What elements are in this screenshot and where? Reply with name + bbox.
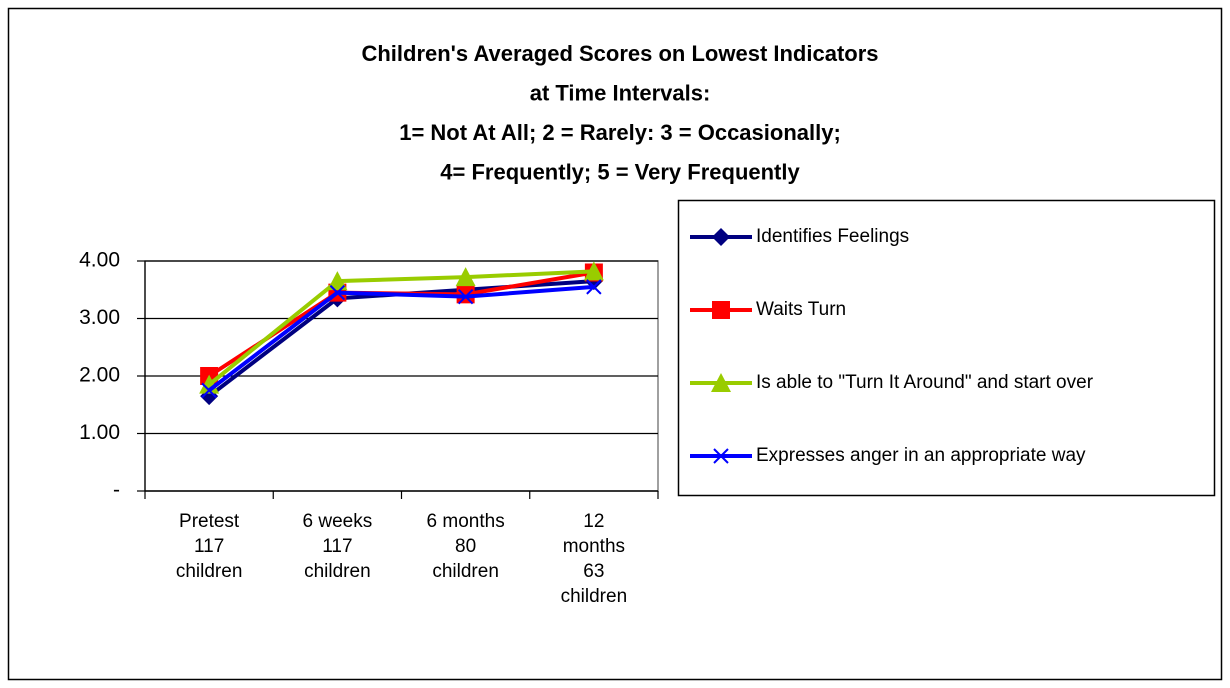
- x-tick-label: 117: [194, 536, 224, 557]
- x-tick-label: children: [561, 586, 628, 607]
- marker: [455, 267, 476, 287]
- x-tick-label: 6 weeks: [303, 511, 373, 532]
- x-tick-label: 12: [583, 511, 604, 532]
- legend-label: Is able to "Turn It Around" and start ov…: [756, 372, 1094, 393]
- marker: [583, 261, 604, 281]
- series-line: [207, 284, 595, 392]
- legend-marker: [713, 448, 729, 464]
- marker: [327, 271, 348, 291]
- series-line: [207, 269, 594, 387]
- legend-label: Identifies Feelings: [756, 226, 909, 247]
- x-tick-label: children: [432, 561, 499, 582]
- chart-title: at Time Intervals:: [530, 80, 711, 105]
- x-tick-label: 80: [455, 536, 476, 557]
- x-tick-label: children: [304, 561, 371, 582]
- marker: [457, 288, 474, 305]
- x-tick-label: children: [176, 561, 243, 582]
- marker: [329, 284, 346, 301]
- legend-marker: [711, 373, 731, 392]
- x-tick-label: 117: [322, 536, 352, 557]
- y-tick-label: 4.00: [79, 249, 120, 272]
- y-tick-label: 3.00: [79, 306, 120, 329]
- legend-box: [677, 199, 1216, 497]
- y-tick-label: -: [113, 479, 120, 502]
- chart-title: 1= Not At All; 2 = Rarely: 3 = Occasiona…: [399, 120, 841, 145]
- chart-title: 4= Frequently; 5 = Very Frequently: [440, 159, 800, 184]
- marker: [586, 279, 602, 295]
- legend-label: Expresses anger in an appropriate way: [756, 445, 1086, 466]
- chart-title: Children's Averaged Scores on Lowest Ind…: [361, 41, 878, 66]
- legend-marker: [712, 228, 730, 246]
- marker: [201, 382, 217, 399]
- y-tick-label: 1.00: [79, 421, 120, 444]
- x-tick-label: 63: [583, 561, 604, 582]
- x-tick-label: 6 months: [427, 511, 505, 532]
- y-tick-label: 2.00: [79, 364, 120, 387]
- x-tick-label: Pretest: [179, 511, 240, 532]
- marker: [456, 285, 475, 304]
- legend-marker: [712, 301, 730, 319]
- legend-label: Waits Turn: [756, 299, 846, 320]
- x-tick-label: months: [563, 536, 625, 557]
